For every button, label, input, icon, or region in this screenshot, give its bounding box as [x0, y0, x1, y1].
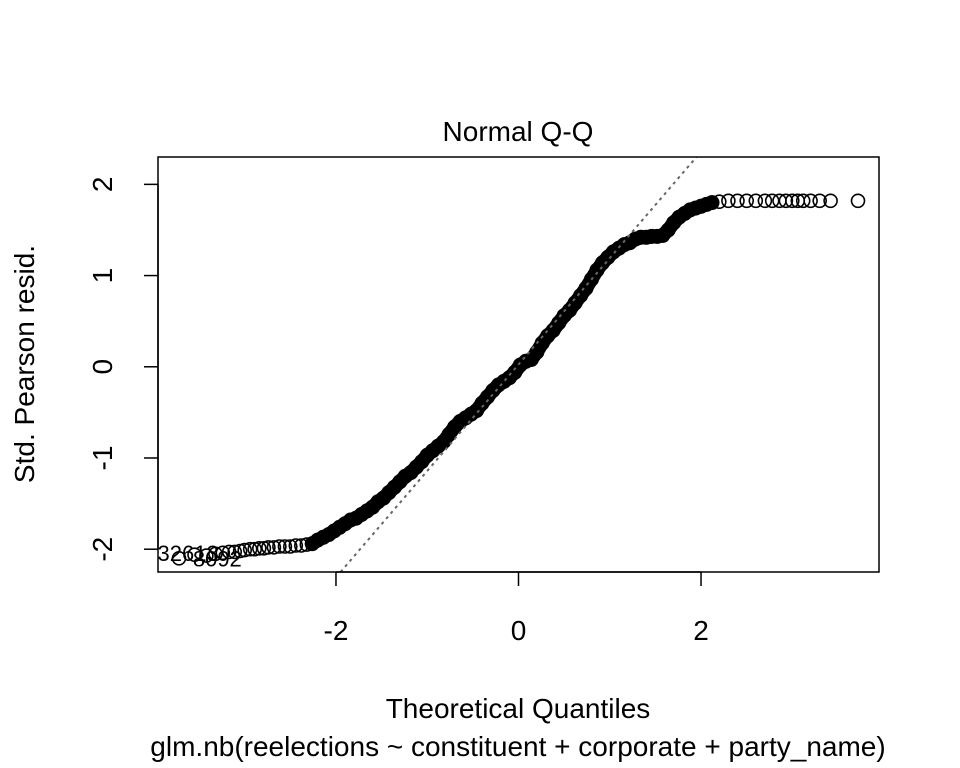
reference-line	[339, 157, 698, 572]
y-tick-label: 2	[87, 177, 118, 193]
y-axis: -2 -1 0 1 2	[87, 177, 159, 562]
data-point	[812, 193, 828, 209]
data-point	[795, 193, 811, 209]
y-tick-label: 1	[87, 268, 118, 284]
data-point	[266, 540, 282, 555]
data-point	[277, 539, 293, 554]
point-id-label: 32613	[158, 541, 219, 566]
chart-title: Normal Q-Q	[443, 116, 594, 147]
x-tick-label: -2	[324, 615, 349, 646]
y-tick-label: -2	[87, 537, 118, 562]
data-point	[730, 193, 745, 209]
data-point	[748, 193, 764, 209]
x-tick-label: 0	[511, 615, 527, 646]
plot-area	[171, 157, 866, 572]
data-point	[199, 548, 214, 563]
data-point	[823, 193, 838, 209]
point-id-label: 8092	[193, 546, 242, 571]
data-point	[282, 539, 298, 554]
x-axis-label: Theoretical Quantiles	[386, 693, 651, 724]
y-tick-label: -1	[87, 446, 118, 471]
data-point	[227, 544, 242, 560]
data-point	[272, 539, 287, 554]
x-axis: -2 0 2	[324, 571, 709, 646]
data-point	[237, 542, 252, 558]
data-point	[187, 547, 202, 563]
chart-subtitle: glm.nb(reelections ~ constituent + corpo…	[150, 731, 885, 762]
plot-marks	[171, 157, 866, 572]
data-point	[739, 193, 755, 209]
y-tick-label: 0	[87, 359, 118, 375]
dense-band	[305, 195, 719, 551]
y-axis-label: Std. Pearson resid.	[9, 245, 40, 483]
data-point	[215, 545, 231, 561]
data-point	[261, 540, 276, 555]
data-point	[850, 193, 866, 209]
data-point	[784, 193, 800, 209]
data-point	[721, 193, 736, 209]
data-point	[171, 550, 187, 566]
x-tick-label: 2	[693, 615, 709, 646]
data-point	[757, 193, 773, 209]
data-point	[803, 193, 818, 209]
data-point	[221, 544, 237, 560]
data-point	[288, 538, 304, 553]
data-point	[208, 546, 223, 562]
data-point	[251, 540, 267, 556]
data-point	[778, 193, 794, 209]
